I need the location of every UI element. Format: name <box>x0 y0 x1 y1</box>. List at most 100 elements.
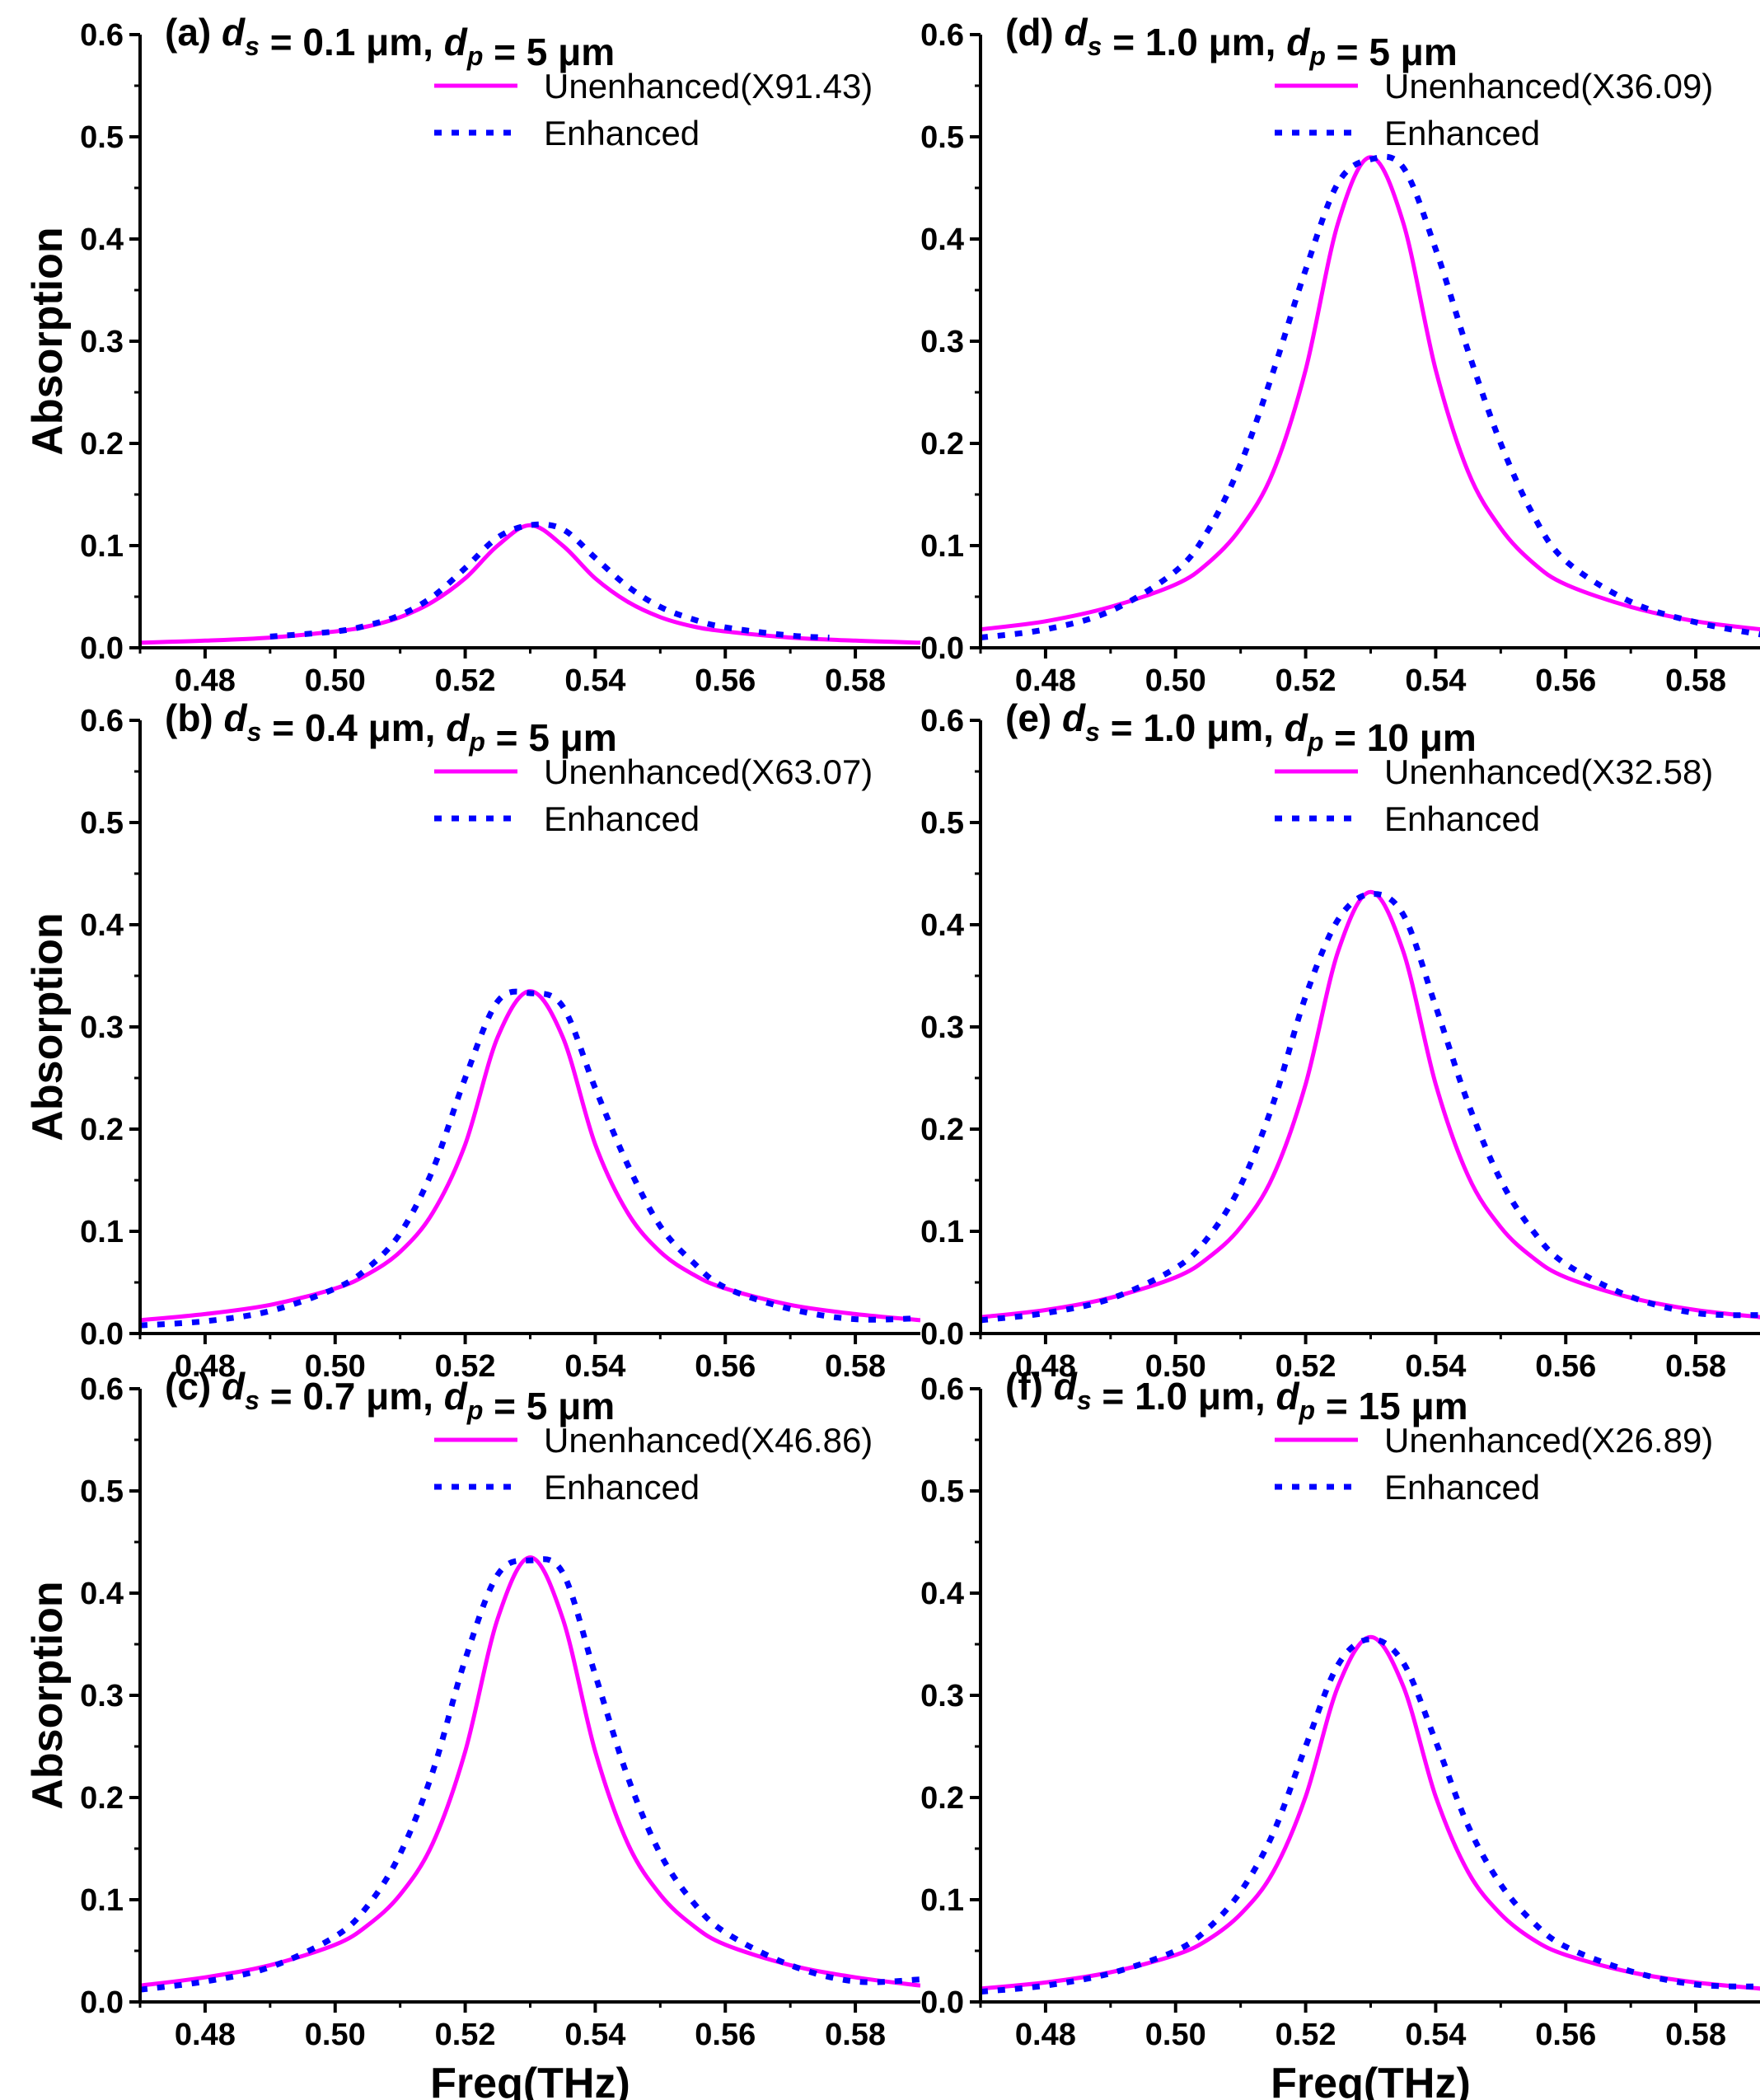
panel-title-separator <box>1051 696 1062 739</box>
y-tick-label: 0.5 <box>80 806 124 841</box>
y-tick-label: 0.2 <box>80 1113 124 1147</box>
legend-enhanced-label: Enhanced <box>544 799 700 838</box>
y-tick-label: 0.4 <box>80 1577 124 1611</box>
panel-title-separator: = <box>260 21 302 63</box>
y-tick-label: 0.3 <box>920 325 964 359</box>
panel-title-dp-sub: p <box>1307 727 1324 757</box>
panel-title-separator <box>1054 11 1065 54</box>
unenhanced-series-line <box>140 523 920 645</box>
panel-title-panel-label: (f) <box>1005 1365 1043 1408</box>
x-tick-label: 0.50 <box>1145 2018 1206 2052</box>
legend-enhanced-label: Enhanced <box>1384 799 1540 838</box>
panel-title-panel-label: (b) <box>165 696 213 739</box>
y-tick-label: 0.0 <box>80 1317 124 1352</box>
y-tick-label: 0.2 <box>80 427 124 462</box>
y-tick-label: 0.1 <box>80 1215 124 1249</box>
x-tick-label: 0.56 <box>1535 663 1596 698</box>
panel-title-separator <box>213 696 224 739</box>
y-tick-label: 0.2 <box>920 1113 964 1147</box>
panel-title-dp-sub: p <box>466 1395 484 1425</box>
y-tick-label: 0.6 <box>920 1372 964 1407</box>
y-tick-label: 0.2 <box>80 1781 124 1816</box>
x-tick-label: 0.58 <box>1665 1349 1726 1384</box>
panel-title-ds-symbol: d <box>224 696 248 739</box>
x-tick-label: 0.52 <box>1276 2018 1336 2052</box>
x-tick-label: 0.54 <box>564 663 625 698</box>
panel-title-ds-value: 1.0 μm <box>1143 706 1263 749</box>
y-tick-label: 0.4 <box>920 908 964 943</box>
panel-title-separator: = <box>1315 1385 1358 1427</box>
panel-title-dp-value: 15 μm <box>1359 1385 1468 1427</box>
x-tick-label: 0.48 <box>175 1349 236 1384</box>
panel-title-dp-value: 10 μm <box>1367 716 1477 759</box>
y-tick-label: 0.2 <box>920 427 964 462</box>
x-axis-title: Freq(THz) <box>1271 2060 1471 2100</box>
x-tick-label: 0.48 <box>175 2018 236 2052</box>
panel-title-dp-sub: p <box>1308 41 1326 71</box>
enhanced-series-line <box>140 988 920 1329</box>
x-tick-label: 0.50 <box>1145 663 1206 698</box>
panel-title-panel-label: (e) <box>1005 696 1051 739</box>
panel-title-separator: = <box>1092 1375 1135 1418</box>
panel-title-separator: = <box>260 1375 302 1418</box>
y-tick-label: 0.6 <box>80 1372 124 1407</box>
panel-title-separator: , <box>1255 1375 1276 1418</box>
x-tick-label: 0.48 <box>1015 2018 1076 2052</box>
y-tick-label: 0.2 <box>920 1781 964 1816</box>
enhanced-series-line <box>981 153 1760 641</box>
panel-title: (d) ds = 1.0 μm, dp = 5 μm <box>1005 11 1458 73</box>
y-tick-label: 0.5 <box>920 120 964 155</box>
panel-title: (c) ds = 0.7 μm, dp = 5 μm <box>165 1365 615 1427</box>
x-tick-label: 0.52 <box>1276 1349 1336 1384</box>
y-tick-label: 0.6 <box>920 18 964 53</box>
panel-title-dp-symbol: d <box>444 21 468 63</box>
legend-enhanced-label: Enhanced <box>544 1468 700 1507</box>
panel-title-ds-value: 1.0 μm <box>1135 1375 1255 1418</box>
panel-title-separator: = <box>1102 21 1144 63</box>
panel-title: (f) ds = 1.0 μm, dp = 15 μm <box>1005 1365 1468 1427</box>
x-tick-label: 0.58 <box>825 1349 886 1384</box>
x-tick-label: 0.56 <box>695 2018 756 2052</box>
y-tick-label: 0.0 <box>920 1985 964 2020</box>
y-tick-label: 0.3 <box>80 1010 124 1045</box>
x-tick-label: 0.52 <box>435 663 496 698</box>
panel-title-separator: , <box>425 706 447 749</box>
x-tick-label: 0.54 <box>1405 2018 1466 2052</box>
x-tick-label: 0.48 <box>175 663 236 698</box>
panel-title-separator <box>1043 1365 1054 1408</box>
x-tick-label: 0.54 <box>1405 663 1466 698</box>
legend-unenhanced-label: Unenhanced(X91.43) <box>544 67 873 105</box>
x-tick-label: 0.56 <box>695 663 756 698</box>
x-axis-title: Freq(THz) <box>430 2060 630 2100</box>
y-tick-label: 0.5 <box>920 1474 964 1509</box>
unenhanced-series-line <box>981 1634 1760 1991</box>
unenhanced-series-line <box>981 155 1760 632</box>
panel-title: (b) ds = 0.4 μm, dp = 5 μm <box>165 696 617 759</box>
panel-title-ds-value: 0.7 μm <box>302 1375 423 1418</box>
y-tick-label: 0.0 <box>80 1985 124 2020</box>
x-tick-label: 0.58 <box>1665 2018 1726 2052</box>
y-tick-label: 0.3 <box>920 1679 964 1713</box>
panel-title-dp-symbol: d <box>1285 706 1308 749</box>
y-tick-label: 0.3 <box>920 1010 964 1045</box>
enhanced-series-line <box>269 521 830 641</box>
chart-panel-e: 0.0 0.1 0.2 0.3 0.4 0.5 0.6 0.48 0.50 0.52 0.54 0.5… <box>920 696 1760 1384</box>
y-tick-label: 0.6 <box>80 704 124 738</box>
y-tick-label: 0.3 <box>80 325 124 359</box>
panel-title-dp-symbol: d <box>1276 1375 1299 1418</box>
panel-title-dp-value: 5 μm <box>527 1385 615 1427</box>
legend-unenhanced-label: Unenhanced(X36.09) <box>1384 67 1713 105</box>
y-tick-label: 0.0 <box>80 631 124 666</box>
x-tick-label: 0.52 <box>435 2018 496 2052</box>
y-tick-label: 0.4 <box>80 223 124 257</box>
panel-title-dp-sub: p <box>468 727 485 757</box>
chart-panel-d: 0.0 0.1 0.2 0.3 0.4 0.5 0.6 0.48 0.50 0.52 0.54 0.5… <box>920 11 1760 698</box>
x-tick-label: 0.54 <box>564 2018 625 2052</box>
panel-title-ds-sub: s <box>1077 1385 1092 1415</box>
unenhanced-series-line <box>140 1555 920 1988</box>
panel-title-separator: , <box>1263 706 1285 749</box>
panel-title-separator <box>211 11 222 54</box>
x-tick-label: 0.50 <box>305 2018 366 2052</box>
panel-title-separator: , <box>1266 21 1287 63</box>
